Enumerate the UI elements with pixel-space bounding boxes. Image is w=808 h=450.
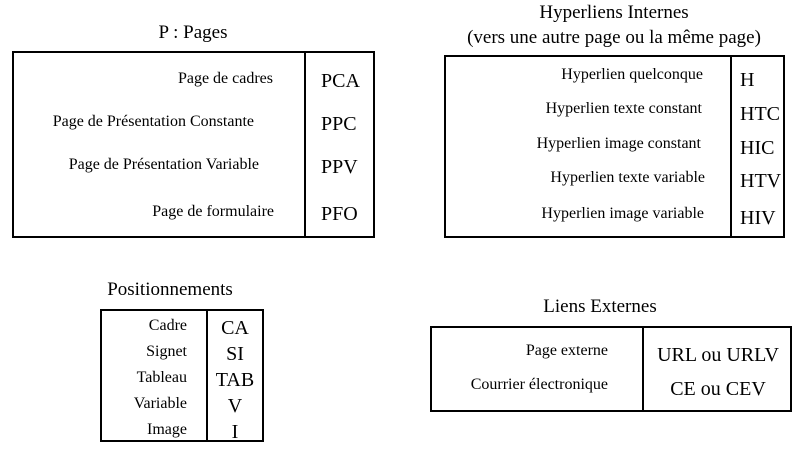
pages-code: PPV <box>321 156 358 178</box>
positionnements-label: Variable <box>133 395 187 412</box>
positionnements-label: Signet <box>146 343 187 360</box>
positionnements-label: Image <box>147 421 187 438</box>
positionnements-code: I <box>231 421 239 443</box>
hyperliens-divider <box>730 57 732 236</box>
liens-externes-table: Page externe URL ou URLV Courrier électr… <box>430 326 792 412</box>
hyperliens-title: Hyperliens Internes <box>539 2 689 23</box>
hyperliens-label: Hyperlien image variable <box>541 205 704 222</box>
pages-divider <box>304 53 306 236</box>
hyperliens-subtitle: (vers une autre page ou la même page) <box>467 27 761 48</box>
hyperliens-code: HIC <box>740 137 775 159</box>
hyperliens-label: Hyperlien image constant <box>536 135 701 152</box>
hyperliens-label: Hyperlien texte constant <box>545 100 702 117</box>
positionnements-label: Cadre <box>148 317 187 334</box>
hyperliens-code: HTC <box>740 103 780 125</box>
liens-externes-title: Liens Externes <box>543 296 657 317</box>
hyperliens-code: HTV <box>740 170 782 192</box>
positionnements-code: SI <box>226 343 244 365</box>
pages-label: Page de Présentation Variable <box>68 156 259 173</box>
positionnements-code: TAB <box>215 369 255 391</box>
hyperliens-label: Hyperlien quelconque <box>561 66 703 83</box>
positionnements-code: V <box>227 395 243 417</box>
hyperliens-code: HIV <box>740 207 776 229</box>
liens-externes-code: CE ou CEV <box>670 378 766 400</box>
positionnements-code: CA <box>221 317 249 339</box>
liens-externes-label: Courrier électronique <box>470 376 608 393</box>
hyperliens-label: Hyperlien texte variable <box>550 169 705 186</box>
liens-externes-code: URL ou URLV <box>657 344 779 366</box>
pages-title: P : Pages <box>158 22 228 43</box>
positionnements-label: Tableau <box>136 369 187 386</box>
hyperliens-code: H <box>740 69 755 91</box>
positionnements-divider <box>206 311 208 440</box>
pages-label: Page de cadres <box>177 70 273 87</box>
pages-table: Page de cadres PCA Page de Présentation … <box>12 51 375 238</box>
pages-code: PCA <box>321 70 360 92</box>
pages-code: PPC <box>321 113 357 135</box>
positionnements-title: Positionnements <box>107 279 233 300</box>
hyperliens-table: Hyperlien quelconque H Hyperlien texte c… <box>444 55 785 238</box>
positionnements-table: Cadre CA Signet SI Tableau TAB Variable … <box>100 309 264 443</box>
pages-label: Page de Présentation Constante <box>52 113 254 130</box>
pages-code: PFO <box>321 203 358 225</box>
liens-externes-label: Page externe <box>525 342 608 359</box>
liens-externes-divider <box>642 328 644 410</box>
pages-label: Page de formulaire <box>152 203 274 220</box>
